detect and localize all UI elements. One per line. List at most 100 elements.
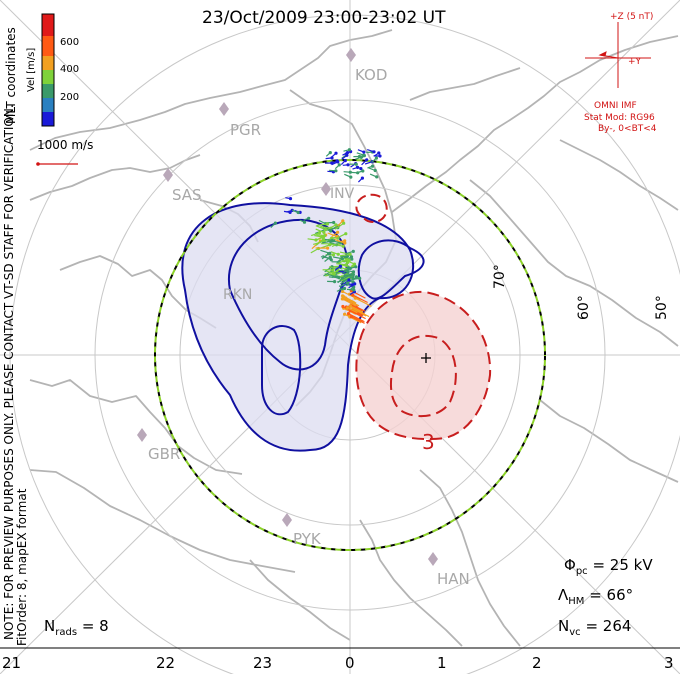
velocity-vector (315, 225, 326, 231)
velocity-vector (348, 313, 365, 323)
stat-nvc-value: = 264 (585, 617, 632, 635)
stat-lambda-symbol: Λ (558, 586, 569, 604)
dawn-cell-outer (355, 290, 492, 441)
latitude-label-50: 50° (654, 295, 670, 320)
colorbar-swatch-2 (42, 98, 54, 112)
velocity-vector (325, 152, 331, 157)
preview-note: NOTE: FOR PREVIEW PURPOSES ONLY. PLEASE … (2, 104, 16, 640)
colorbar-swatch-6 (42, 36, 54, 56)
fit-order-label: FitOrder: 8, mapEX format (15, 488, 29, 646)
colorbar-label: Vel [m/s] (26, 47, 37, 92)
stat-nrads-value: = 8 (81, 617, 109, 635)
velocity-vector (291, 209, 299, 214)
velocity-vector (336, 288, 343, 292)
stat-lambda-value: = 66° (589, 586, 634, 604)
station-label-rkn: RKN (223, 287, 253, 303)
mlt-tick-0: 0 (345, 654, 355, 672)
velocity-vector (343, 274, 351, 280)
station-label-han: HAN (437, 570, 470, 588)
velocity-vector (336, 263, 347, 266)
velocity-vector (367, 165, 373, 169)
velocity-vector (316, 234, 325, 237)
velocity-vector (345, 297, 356, 304)
velocity-vector (346, 288, 354, 291)
colorbar-swatch-1 (42, 112, 54, 126)
velocity-vector (352, 307, 370, 318)
velocity-vectors (270, 148, 382, 324)
mlt-tick-21: 21 (2, 654, 22, 672)
velocity-vector (334, 222, 345, 230)
stat-nvc: Nvc = 264 (558, 617, 631, 638)
imf-source-label: OMNI IMF (594, 101, 637, 111)
velocity-vector (343, 149, 350, 152)
velocity-vector (340, 160, 346, 166)
velocity-vector (364, 161, 373, 165)
stat-phi-symbol: Φ (564, 556, 576, 574)
velocity-vector (310, 247, 319, 254)
station-label-sas: SAS (172, 186, 202, 204)
station-label-pyk: PYK (293, 530, 321, 548)
velocity-vector (343, 171, 351, 173)
velocity-vector (344, 173, 352, 178)
velocity-vector (366, 151, 373, 154)
stat-phi-value: = 25 kV (592, 556, 653, 574)
velocity-vector (342, 298, 357, 307)
velocity-vector (331, 231, 338, 238)
velocity-vector (327, 274, 337, 278)
imf-condition-label: By-, 0<BT<4 (598, 124, 657, 134)
velocity-vector (285, 197, 291, 200)
velocity-vector (333, 238, 345, 244)
potential-maximum-marker (421, 353, 431, 363)
velocity-vector (351, 276, 357, 282)
velocity-vector (336, 233, 347, 239)
velocity-vector (351, 304, 363, 312)
velocity-vector (352, 166, 358, 170)
colorbar-frame (41, 13, 55, 127)
station-label-inv: INV (330, 186, 355, 202)
velocity-vector (320, 249, 330, 254)
velocity-vector (342, 267, 349, 274)
imf-z-label: +Z (5 nT) (610, 12, 654, 22)
velocity-vector (325, 270, 334, 274)
velocity-vector (349, 291, 355, 296)
velocity-vector (270, 222, 276, 229)
velocity-vector (321, 253, 329, 260)
velocity-vector (315, 238, 324, 246)
velocity-vector (343, 274, 352, 276)
velocity-vector (327, 170, 334, 173)
velocity-vector (338, 259, 348, 264)
mlt-tick-22: 22 (156, 654, 176, 672)
velocity-vector (346, 299, 360, 307)
stat-lambda-hm: ΛHM = 66° (558, 586, 633, 607)
velocity-vector (342, 164, 349, 166)
mlt-tick-23: 23 (253, 654, 273, 672)
velocity-vector (323, 270, 333, 277)
velocity-vector (339, 253, 351, 257)
stat-nvc-symbol: N (558, 617, 570, 635)
velocity-vector (367, 149, 375, 153)
velocity-vector (331, 243, 344, 247)
velocity-vector (349, 266, 356, 269)
velocity-vector-origin (348, 252, 352, 256)
velocity-vector (320, 256, 331, 259)
stat-phi-pc: Φpc = 25 kV (564, 556, 653, 577)
velocity-vector (342, 290, 356, 299)
stat-model-label: Stat Mod: RG96 (584, 113, 655, 123)
coastlines (29, 29, 679, 647)
stat-nrads-sub: rads (55, 627, 78, 638)
stat-lambda-sub: HM (568, 596, 585, 607)
velocity-vector (341, 154, 348, 160)
mlt-tick-2: 2 (532, 654, 542, 672)
velocity-vector (342, 305, 358, 315)
velocity-vector (351, 316, 365, 324)
imf-y-label: +Y (628, 57, 642, 67)
velocity-vector (368, 167, 376, 172)
station-label-kod: KOD (355, 66, 388, 84)
stat-phi-sub: pc (575, 566, 588, 577)
colorbar-tick-600: 600 (60, 37, 80, 48)
velocity-vector (314, 234, 323, 238)
dawn-cell-inner (390, 334, 457, 418)
colorbar-tick-400: 400 (60, 64, 80, 75)
radar-sites (137, 48, 438, 566)
